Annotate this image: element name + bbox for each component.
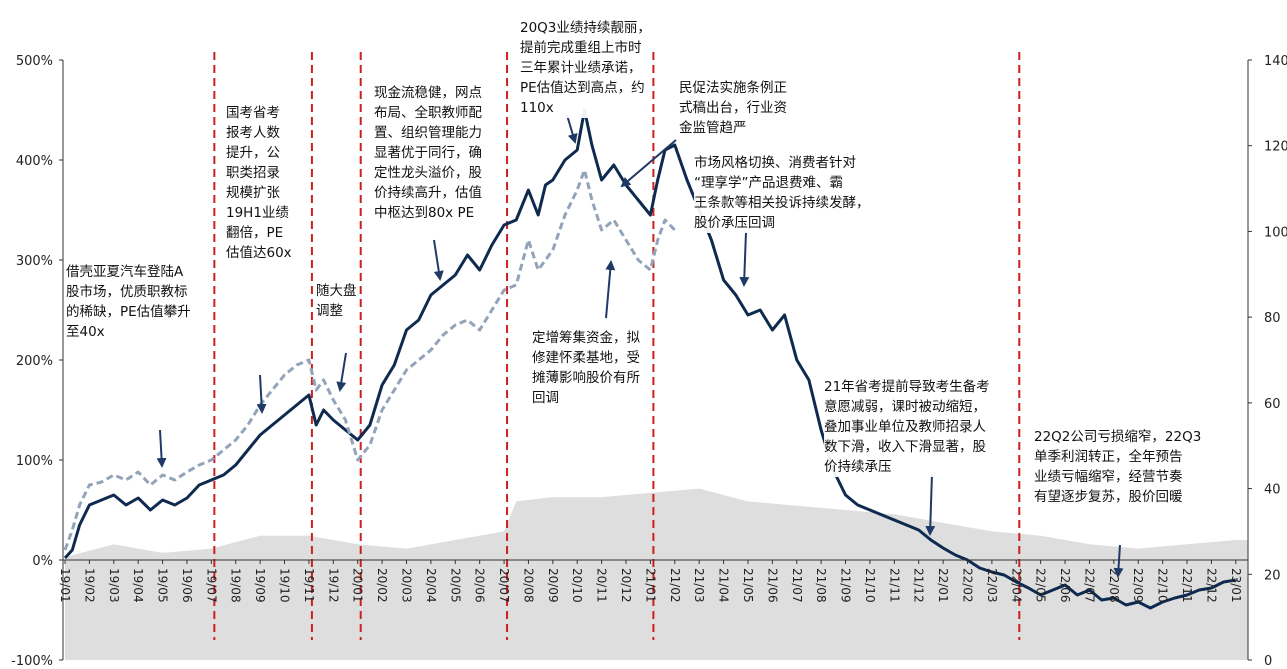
- y2-tick-label: 140: [1264, 54, 1287, 69]
- x-tick-label: 20/02: [375, 568, 389, 603]
- y2-tick-label: 0: [1264, 654, 1272, 669]
- x-tick-label: 22/11: [1180, 568, 1194, 603]
- x-tick-label: 21/09: [839, 568, 853, 603]
- annotation-5: 20Q3业绩持续靓丽， 提前完成重组上市时 三年累计业绩承诺， PE估值达到高点，约 1…: [520, 18, 651, 118]
- x-tick-label: 22/05: [1034, 568, 1048, 603]
- x-tick-label: 19/03: [107, 568, 121, 603]
- x-tick-label: 19/12: [326, 568, 340, 603]
- x-tick-label: 20/11: [595, 568, 609, 603]
- x-tick-label: 20/05: [448, 568, 462, 603]
- x-tick-label: 19/02: [82, 568, 96, 603]
- x-tick-label: 19/11: [302, 568, 316, 603]
- y-tick-label: 500%: [16, 54, 53, 69]
- annotation-arrow: [1113, 544, 1124, 578]
- y2-tick-label: 20: [1264, 568, 1281, 583]
- x-tick-label: 22/02: [960, 568, 974, 603]
- y2-tick-label: 40: [1264, 483, 1281, 498]
- y-tick-label: 400%: [16, 154, 53, 169]
- x-tick-label: 22/10: [1156, 568, 1170, 603]
- x-tick-label: 20/06: [473, 568, 487, 603]
- annotation-6: 民促法实施条例正 式稿出台，行业资 金监管趋严: [679, 78, 787, 138]
- annotation-arrow: [336, 352, 347, 392]
- y2-tick-label: 60: [1264, 397, 1281, 412]
- x-tick-label: 23/01: [1229, 568, 1243, 603]
- annotation-arrow: [925, 473, 936, 536]
- x-tick-label: 21/05: [741, 568, 755, 603]
- relative-line: [63, 168, 676, 551]
- x-tick-label: 21/01: [643, 568, 657, 603]
- annotation-7: 市场风格切换、消费者针对 “理享学”产品退费难、霸 王条款等相关投诉持续发酵， 股价承…: [694, 153, 870, 233]
- x-tick-label: 19/07: [204, 568, 218, 603]
- x-tick-label: 22/07: [1082, 568, 1096, 603]
- annotation-arrow: [620, 139, 677, 188]
- x-tick-label: 20/12: [619, 568, 633, 603]
- x-tick-label: 19/08: [229, 568, 243, 603]
- axis-layer: 500% 400% 300% 200% 100% 0% -100% 140 120 100 80 60…: [11, 54, 1287, 669]
- x-tick-label: 21/02: [668, 568, 682, 603]
- x-tick-label: 22/04: [1009, 568, 1023, 603]
- annotation-1: 借壳亚夏汽车登陆A 股市场，优质职教标 的稀缺，PE估值攀升 至40x: [66, 262, 191, 342]
- annotation-arrow: [739, 231, 750, 287]
- annotation-3: 随大盘 调整: [316, 281, 357, 321]
- annotation-8: 定增筹集资金，拟 修建怀柔基地，受 摊薄影响股价有所 回调: [532, 328, 640, 408]
- x-tick-label: 20/09: [546, 568, 560, 603]
- y-tick-label: -100%: [11, 654, 53, 669]
- x-tick-label: 20/01: [351, 568, 365, 603]
- arrow-layer: [156, 114, 1124, 578]
- vline-layer: [213, 52, 1021, 640]
- annotation-arrow: [256, 374, 267, 414]
- x-tick-label: 20/03: [399, 568, 413, 603]
- x-tick-label: 22/06: [1058, 568, 1072, 603]
- x-tick-label: 21/12: [912, 568, 926, 603]
- x-tick-label: 19/09: [253, 568, 267, 603]
- x-tick-label: 22/03: [985, 568, 999, 603]
- x-tick-label: 19/06: [180, 568, 194, 603]
- x-tick-label: 22/12: [1204, 568, 1218, 603]
- x-tick-label: 21/10: [863, 568, 877, 603]
- x-tick-label: 21/07: [790, 568, 804, 603]
- x-tick-label: 20/08: [521, 568, 535, 603]
- series-layer: [63, 108, 1237, 610]
- x-tick-label: 22/01: [936, 568, 950, 603]
- x-tick-label: 20/04: [424, 568, 438, 603]
- x-tick-label: 20/07: [497, 568, 511, 603]
- x-tick-label: 21/04: [717, 568, 731, 603]
- y-tick-label: 0%: [32, 554, 53, 569]
- annotation-9: 21年省考提前导致考生备考 意愿减弱，课时被动缩短， 叠加事业单位及教师招录人 数下滑…: [824, 377, 990, 477]
- y2-tick-label: 120: [1264, 140, 1287, 155]
- y2-tick-label: 80: [1264, 311, 1281, 326]
- x-tick-label: 21/03: [692, 568, 706, 603]
- x-tick-label: 21/08: [814, 568, 828, 603]
- annotation-10: 22Q2公司亏损缩窄，22Q3 单季利润转正，全年预告 业绩亏幅缩窄，经营节奏 有望逐…: [1034, 427, 1202, 507]
- x-tick-label: 19/10: [278, 568, 292, 603]
- annotation-2: 国考省考 报考人数 提升，公 职类招录 规模扩张 19H1业绩 翻倍，PE 估值达60x: [226, 103, 292, 263]
- x-tick-label: 21/06: [765, 568, 779, 603]
- y-tick-label: 300%: [16, 254, 53, 269]
- annotation-arrow: [566, 114, 578, 144]
- x-tick-label: 19/05: [156, 568, 170, 603]
- x-tick-label: 19/01: [58, 568, 72, 603]
- annotation-4: 现金流稳健，网点 布局、全职教师配 置、组织管理能力 显著优于同行，确 定性龙头溢价，股…: [374, 83, 482, 223]
- x-tick-label: 19/04: [131, 568, 145, 603]
- y2-tick-label: 100: [1264, 225, 1287, 240]
- x-tick-label: 20/10: [570, 568, 584, 603]
- annotation-arrow: [433, 239, 444, 281]
- x-tick-label: 22/09: [1131, 568, 1145, 603]
- y-tick-label: 100%: [16, 454, 53, 469]
- annotation-arrow: [156, 429, 167, 468]
- annotation-arrow: [605, 260, 616, 319]
- x-tick-label: 21/11: [887, 568, 901, 603]
- y-tick-label: 200%: [16, 354, 53, 369]
- price-line: [63, 108, 1237, 610]
